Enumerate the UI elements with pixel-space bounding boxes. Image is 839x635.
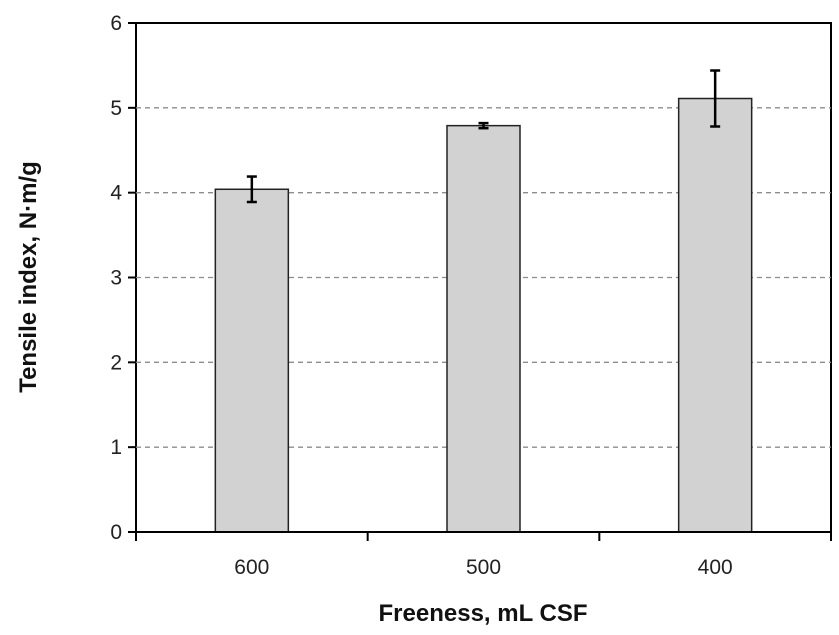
bar (677, 97, 753, 533)
x-tick-label: 400 (698, 556, 733, 579)
x-axis-ticks: 600 500 400 (135, 531, 832, 579)
y-tick-label: 6 (110, 12, 122, 35)
y-tick-label: 3 (110, 267, 122, 290)
y-tick-label: 2 (110, 351, 122, 374)
x-axis-title: Freeness, mL CSF (379, 600, 588, 627)
y-tick-label: 1 (110, 436, 122, 459)
y-tick-label: 0 (110, 521, 122, 544)
bar (214, 188, 290, 533)
y-tick-label: 4 (110, 182, 122, 205)
y-axis-title: Tensile index, N·m/g (15, 161, 42, 393)
y-axis-ticks: 0 1 2 3 4 5 6 (110, 12, 136, 544)
y-tick-label: 5 (110, 97, 122, 120)
bar (446, 124, 521, 533)
x-tick-label: 500 (466, 556, 501, 579)
bars (214, 69, 753, 533)
x-tick-label: 600 (234, 556, 269, 579)
